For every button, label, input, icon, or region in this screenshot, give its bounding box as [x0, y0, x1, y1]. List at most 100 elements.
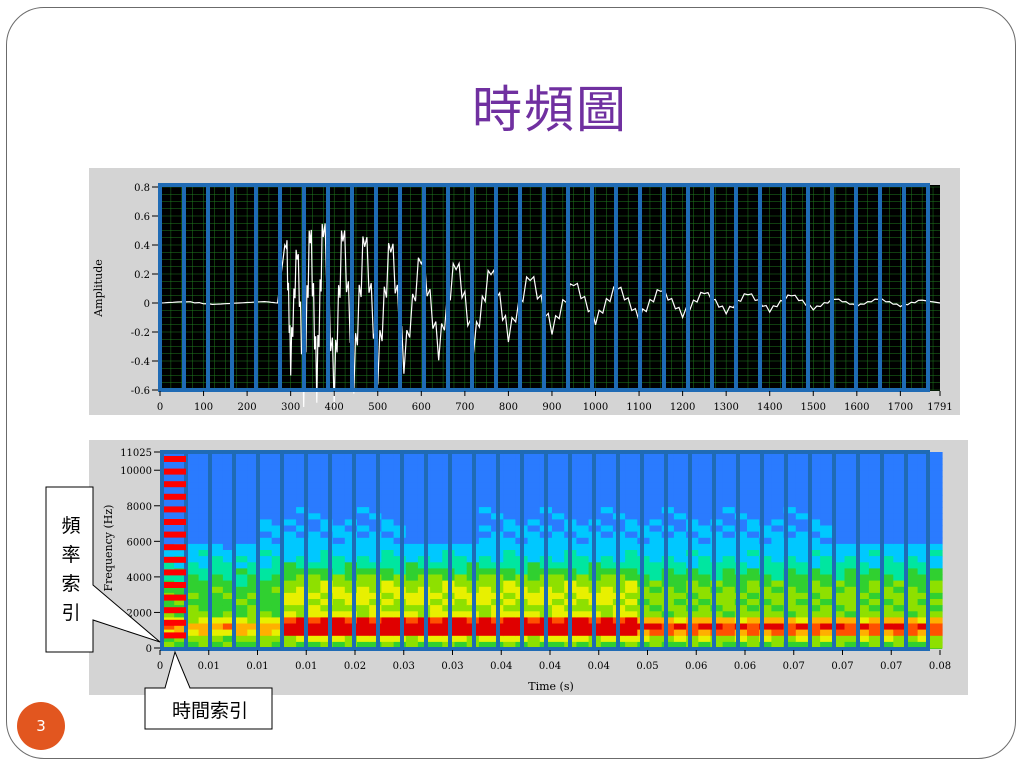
- spectrogram-cell: [332, 574, 346, 582]
- spectrogram-cell: [369, 617, 382, 625]
- spectrogram-cell: [222, 513, 236, 520]
- spectrogram-cell: [405, 476, 419, 484]
- spectrogram-cell: [783, 458, 797, 465]
- spectrogram-cell: [917, 482, 931, 490]
- spectrogram-cell: [247, 580, 261, 588]
- spectrogram-cell: [747, 562, 760, 569]
- spectrogram-cell: [881, 568, 894, 576]
- spectrogram-cell: [905, 599, 919, 606]
- spectrogram-cell: [186, 476, 200, 484]
- spectrogram-cell: [259, 494, 273, 502]
- spectrogram-cell: [320, 562, 334, 569]
- spectrogram-cell: [344, 494, 358, 502]
- spectrogram-cell: [722, 476, 736, 484]
- spectrogram-cell: [673, 488, 687, 496]
- spectrogram-cell: [332, 605, 346, 612]
- spectrogram-cell: [430, 513, 443, 520]
- spectrogram-cell: [405, 482, 419, 490]
- spectrogram-cell: [576, 629, 590, 637]
- spectrogram-cell: [649, 501, 663, 508]
- x-tick-label: 0.07: [783, 661, 805, 672]
- frequency-index-tick: [164, 493, 186, 500]
- spectrogram-cell: [247, 507, 261, 514]
- spectrogram-cell: [271, 605, 285, 612]
- spectrogram-cell: [271, 550, 285, 557]
- spectrogram-cell: [198, 537, 212, 545]
- spectrogram-cell: [369, 629, 382, 637]
- spectrogram-cell: [235, 568, 248, 576]
- spectrogram-cell: [893, 494, 907, 502]
- spectrogram-cell: [929, 464, 943, 471]
- spectrogram-cell: [296, 605, 309, 612]
- spectrogram-cell: [259, 562, 273, 569]
- spectrogram-cell: [844, 605, 858, 612]
- spectrogram-cell: [783, 494, 797, 502]
- spectrogram-cell: [552, 513, 565, 520]
- spectrogram-cell: [661, 611, 675, 618]
- spectrogram-cell: [527, 574, 541, 582]
- spectrogram-cell: [174, 623, 187, 631]
- spectrogram-cell: [430, 537, 443, 545]
- spectrogram-cell: [357, 568, 370, 576]
- spectrogram-cell: [405, 629, 419, 637]
- spectrogram-cell: [929, 488, 943, 496]
- spectrogram-cell: [771, 537, 785, 545]
- spectrogram-cell: [734, 623, 748, 631]
- spectrogram-cell: [308, 494, 322, 502]
- spectrogram-cell: [917, 525, 931, 533]
- spectrogram-cell: [478, 586, 492, 594]
- spectrogram-cell: [357, 501, 370, 508]
- spectrogram-cell: [381, 617, 395, 625]
- spectrogram-cell: [734, 531, 748, 539]
- spectrogram-cell: [832, 605, 846, 612]
- spectrogram-cell: [296, 586, 309, 594]
- spectrogram-cell: [283, 470, 297, 478]
- spectrogram-cell: [210, 550, 224, 557]
- spectrogram-cell: [357, 629, 370, 637]
- spectrogram-cell: [308, 605, 322, 612]
- spectrogram-cell: [186, 537, 200, 545]
- spectrogram-cell: [527, 611, 541, 618]
- spectrogram-cell: [369, 513, 382, 520]
- spectrogram-cell: [832, 586, 846, 594]
- spectrogram-cell: [247, 537, 261, 545]
- spectrogram-cell: [210, 611, 224, 618]
- spectrogram-cell: [344, 543, 358, 551]
- spectrogram-cell: [820, 452, 833, 459]
- spectrogram-cell: [198, 550, 212, 557]
- spectrogram-cell: [625, 599, 638, 606]
- spectrogram-cell: [807, 574, 821, 582]
- spectrogram-cell: [844, 550, 858, 557]
- spectrogram-cell: [661, 568, 675, 576]
- spectrogram-cell: [454, 476, 468, 484]
- spectrogram-cell: [357, 464, 370, 471]
- spectrogram-cell: [235, 470, 248, 478]
- spectrogram-cell: [405, 470, 419, 478]
- spectrogram-cell: [600, 641, 614, 649]
- spectrogram-cell: [381, 458, 395, 465]
- spectrogram-cell: [271, 635, 285, 643]
- spectrogram-cell: [661, 525, 675, 533]
- spectrogram-cell: [259, 531, 273, 539]
- spectrogram-cell: [332, 599, 346, 606]
- spectrogram-cell: [308, 470, 322, 478]
- spectrogram-cell: [905, 592, 919, 600]
- spectrogram-cell: [868, 476, 882, 484]
- spectrogram-cell: [673, 452, 687, 459]
- spectrogram-cell: [222, 458, 236, 465]
- spectrogram-cell: [661, 592, 675, 600]
- spectrogram-cell: [296, 611, 309, 618]
- spectrogram-cell: [198, 501, 212, 508]
- spectrogram-cell: [308, 476, 322, 484]
- spectrogram-cell: [174, 452, 187, 459]
- spectrogram-cell: [710, 452, 724, 459]
- spectrogram-cell: [186, 458, 200, 465]
- spectrogram-cell: [454, 592, 468, 600]
- spectrogram-cell: [661, 476, 675, 484]
- spectrogram-cell: [893, 507, 907, 514]
- spectrogram-cell: [308, 599, 322, 606]
- spectrogram-cell: [783, 556, 797, 563]
- spectrogram-cell: [893, 531, 907, 539]
- spectrogram-cell: [856, 599, 870, 606]
- spectrogram-cell: [795, 617, 809, 625]
